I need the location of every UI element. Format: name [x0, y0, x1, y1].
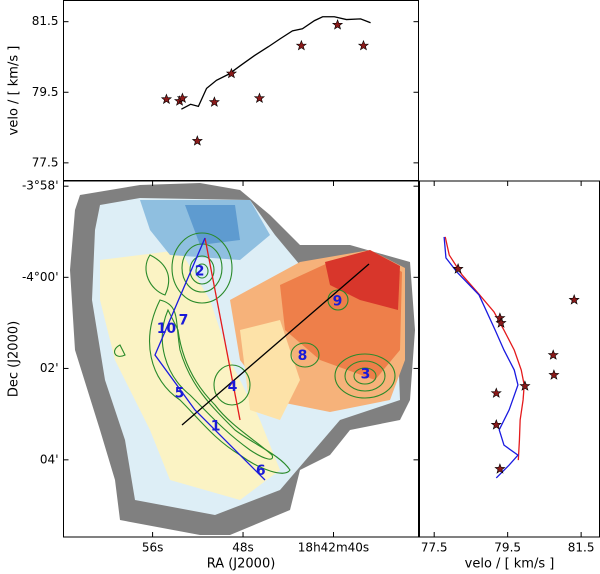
- star-marker: [495, 317, 507, 328]
- star-marker: [490, 419, 502, 430]
- x-axis-title: RA (J2000): [207, 557, 276, 572]
- y-tick-label: 02': [40, 361, 59, 375]
- map-image: [70, 183, 415, 535]
- source-label: 6: [256, 463, 266, 479]
- star-marker: [160, 93, 173, 105]
- star-marker: [253, 92, 266, 103]
- x-tick-label: 48s: [232, 541, 254, 555]
- star-marker: [519, 380, 531, 391]
- star-marker: [357, 39, 370, 51]
- x-tick-label: 18h42m40s: [298, 541, 369, 555]
- y-tick-label: -3°58': [22, 179, 59, 193]
- x-tick-label: 81.5: [568, 541, 595, 555]
- star-marker: [295, 39, 307, 51]
- x-tick-label: 79.5: [494, 541, 521, 555]
- y-tick-label: 79.5: [32, 85, 59, 99]
- source-label: 2: [195, 263, 205, 279]
- star-marker: [568, 294, 580, 305]
- source-label: 1: [211, 419, 221, 435]
- source-label: 4: [228, 379, 238, 395]
- x-axis-title: velo / [ km/s ]: [465, 557, 555, 572]
- y-tick-label: -4°00': [22, 270, 59, 284]
- x-tick-label: 77.5: [421, 541, 448, 555]
- star-marker: [490, 387, 502, 398]
- source-label: 5: [175, 386, 185, 402]
- source-label: 3: [361, 366, 371, 382]
- star-marker: [225, 67, 238, 79]
- contours: [114, 232, 396, 474]
- y-tick-label: 81.5: [32, 14, 59, 28]
- y-axis-title: Dec (J2000): [7, 321, 22, 397]
- star-marker: [208, 96, 220, 107]
- y-axis-title: velo / [ km/s ]: [7, 46, 22, 136]
- star-marker: [494, 312, 506, 323]
- source-label: 9: [333, 293, 343, 309]
- line: [444, 236, 525, 461]
- star-marker: [494, 463, 506, 474]
- line: [181, 16, 371, 110]
- source-label: 7: [179, 313, 189, 329]
- star-marker: [547, 349, 559, 360]
- star-marker: [331, 19, 344, 30]
- y-tick-label: 04': [40, 452, 59, 466]
- line: [443, 236, 519, 479]
- star-marker: [176, 92, 189, 103]
- y-tick-label: 77.5: [32, 155, 59, 169]
- cut-lines: [154, 237, 370, 481]
- star-marker: [548, 369, 560, 380]
- source-label: 8: [298, 348, 308, 364]
- source-label: 10: [157, 321, 177, 337]
- star-marker: [191, 135, 203, 146]
- star-marker: [452, 263, 464, 274]
- x-tick-label: 56s: [142, 541, 164, 555]
